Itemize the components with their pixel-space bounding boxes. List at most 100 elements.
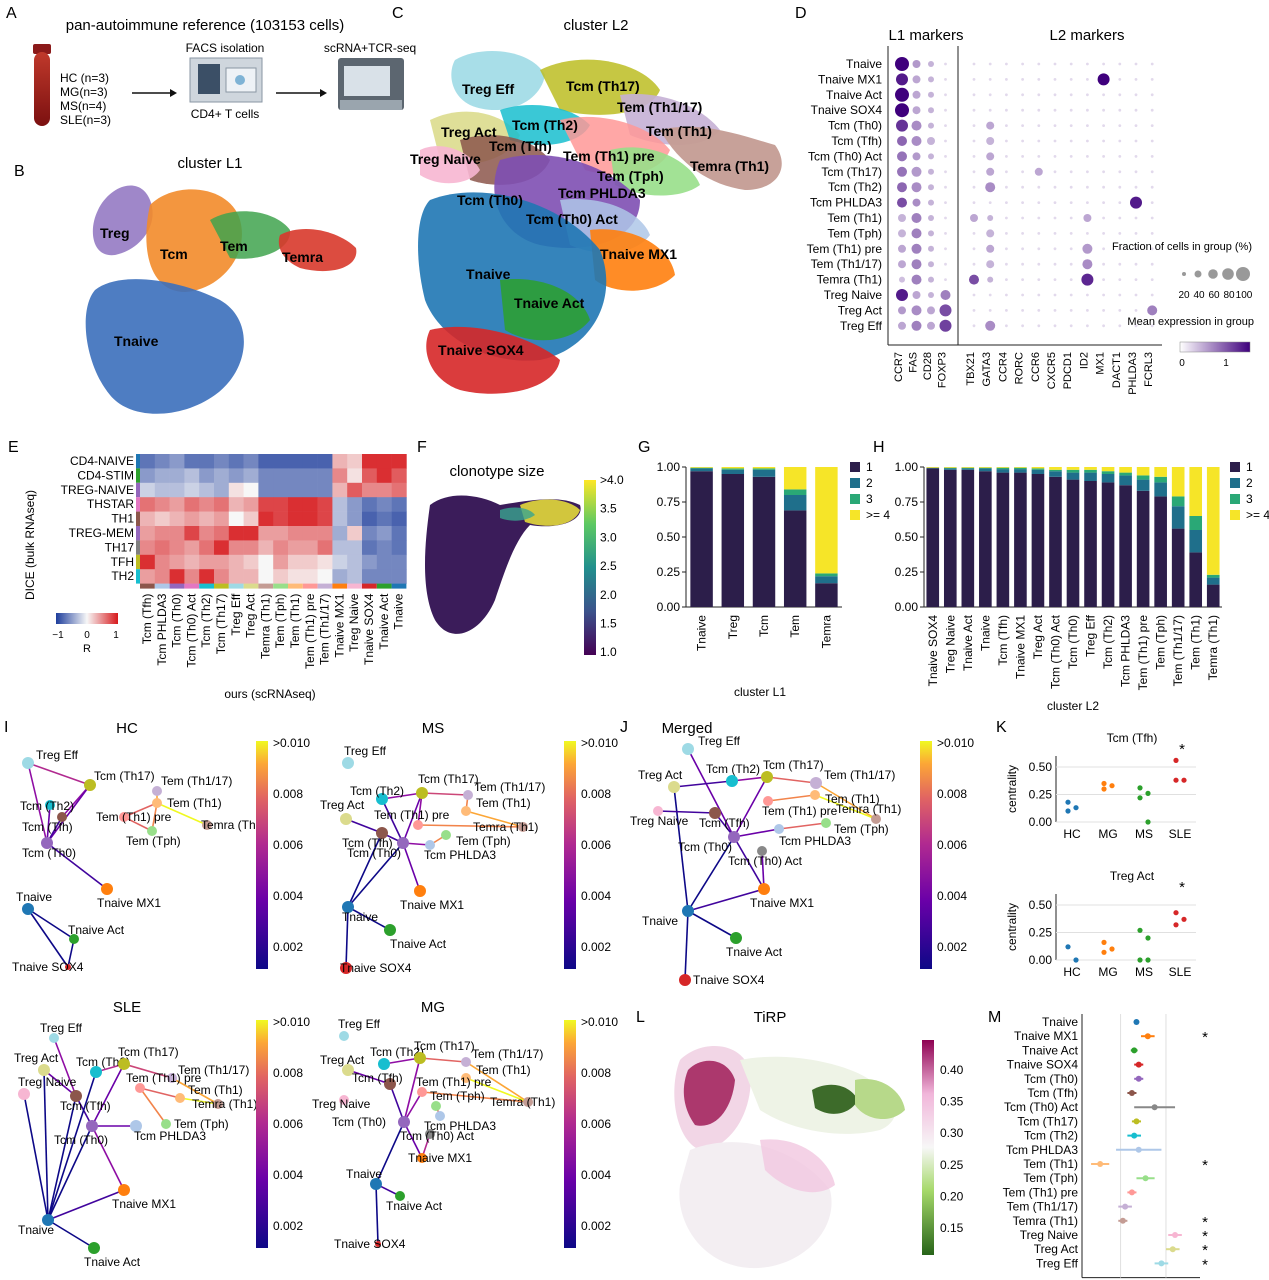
heatmap-cell (228, 482, 244, 498)
heatmap-cell (184, 454, 200, 469)
x-tick-label: Temra (Th1) (1206, 615, 1220, 680)
dotplot-dot (1053, 232, 1057, 235)
network-edge (465, 810, 524, 828)
dotplot-dot (1037, 78, 1041, 81)
dotplot-dot (944, 185, 947, 189)
bar-segment (721, 467, 745, 469)
network-node (378, 1058, 390, 1070)
heatmap-cb-label: R (83, 643, 91, 655)
heatmap-cell (243, 468, 259, 484)
heatmap-cell (154, 468, 170, 484)
network-node (339, 1095, 349, 1105)
network-node-label: Tcm (Th17) (418, 772, 479, 786)
legend-label: 1 (1246, 460, 1253, 474)
heatmap-col-swatch (302, 583, 318, 589)
heatmap-colorbar (56, 613, 118, 624)
network-hc: HC Treg Eff Tcm (Th17) Tcm (Th2) Tem (Th1/17… (12, 720, 310, 974)
network-node-label: Tnaive (342, 910, 378, 924)
legend-fraction-tick: 40 (1193, 290, 1205, 301)
dotplot-gene-label: CCR7 (893, 352, 905, 382)
dotplot-dot (1021, 93, 1024, 97)
dotplot-dot (1118, 78, 1122, 81)
m-row-label: Temra (Th1) (1013, 1214, 1078, 1228)
dotplot-dot (1005, 309, 1008, 312)
heatmap-cell (258, 482, 274, 498)
x-tick-label: Tnaive SOX4 (926, 615, 940, 687)
network-node (757, 846, 767, 856)
dotplot-dot (1053, 185, 1057, 189)
significance-star: * (1202, 1029, 1208, 1046)
dotplot-dot (911, 243, 922, 254)
network-node-label: Tnaive MX1 (750, 896, 814, 910)
heatmap-cell (376, 482, 392, 498)
heatmap-cell (302, 482, 318, 498)
heatmap-cell (258, 526, 274, 541)
clonotype-cb-tick: 2.0 (600, 588, 617, 602)
m-row-label: Tnaive (1042, 1015, 1078, 1029)
heatmap-row-label: CD4-STIM (77, 468, 134, 482)
dotplot-dot (986, 260, 995, 269)
network-cb-tick: 0.002 (581, 1219, 611, 1233)
y-tick-label: 0.50 (895, 530, 919, 544)
heatmap-cell (154, 511, 170, 527)
panel-letter-b: B (14, 163, 25, 180)
network-node-label: Tnaive Act (726, 945, 783, 959)
network-node (758, 883, 770, 895)
m-point (1128, 1189, 1135, 1196)
dotplot-dot (912, 198, 921, 207)
y-tick-label: 0.00 (895, 600, 919, 614)
network-node (49, 1033, 59, 1043)
m-point (1169, 1246, 1176, 1253)
dotplot-dot (972, 232, 976, 235)
legend-fraction-tick: 60 (1208, 290, 1220, 301)
network-edge (47, 1189, 125, 1221)
heatmap-row-labels: CD4-NAIVECD4-STIMTREG-NAIVETHSTARTH1TREG… (61, 454, 140, 584)
dotplot-dot (898, 306, 906, 315)
heatmap-cell (184, 540, 200, 556)
heatmap-cell (362, 468, 378, 484)
network-title: MS (422, 720, 445, 737)
heatmap-cell (332, 454, 348, 469)
dotplot-dot (912, 152, 921, 161)
network-cb-tick: 0.002 (273, 940, 303, 954)
heatmap-cell (288, 468, 304, 484)
network-node-label: Treg Naive (18, 1075, 77, 1089)
bar-segment (943, 467, 957, 468)
bar-segment (943, 469, 957, 607)
network-node-label: Tem (Th1) pre (416, 1075, 492, 1089)
panel-k-tcm-tfh: Tcm (Tfh) 0.00 0.25 0.50 centrality HC MG MS SLE… (1005, 731, 1196, 841)
dotplot-dot (928, 215, 934, 221)
heatmap-cell (199, 554, 215, 570)
bar-segment (961, 469, 975, 607)
heatmap-cell (362, 482, 378, 498)
heatmap-col-label: Treg Act (244, 593, 258, 638)
heatmap-cell (302, 454, 318, 469)
y-tick-label: 1.00 (657, 460, 681, 474)
bar-segment (996, 467, 1010, 468)
k-point (1065, 799, 1071, 805)
m-row-label: Tnaive MX1 (1014, 1029, 1078, 1043)
network-edge (687, 910, 737, 939)
heatmap-cell (140, 454, 156, 469)
heatmap-col-swatch (214, 583, 229, 589)
group-sle: SLE(n=3) (60, 113, 111, 127)
dotplot-dot (1005, 201, 1008, 205)
heatmap-cell (391, 482, 407, 498)
dotplot-gene-label: FCRL3 (1143, 352, 1155, 387)
heatmap-cell (347, 454, 363, 469)
heatmap-cell (243, 554, 259, 570)
dotplot-row-label: Tem (Th1) (827, 211, 882, 225)
bar-segment (1101, 482, 1115, 607)
network-node (726, 775, 738, 787)
network-cb-tick: >0.010 (937, 736, 974, 750)
dotplot-dot (1102, 216, 1105, 220)
network-node (518, 822, 528, 832)
network-edge (347, 1069, 391, 1085)
heatmap-cell (347, 569, 363, 584)
network-node (119, 812, 129, 822)
cd4-label: CD4+ T cells (191, 107, 260, 121)
network-node-label: Tnaive SOX4 (340, 961, 412, 975)
x-tick-label: SLE (1169, 827, 1192, 841)
network-node (340, 813, 352, 825)
